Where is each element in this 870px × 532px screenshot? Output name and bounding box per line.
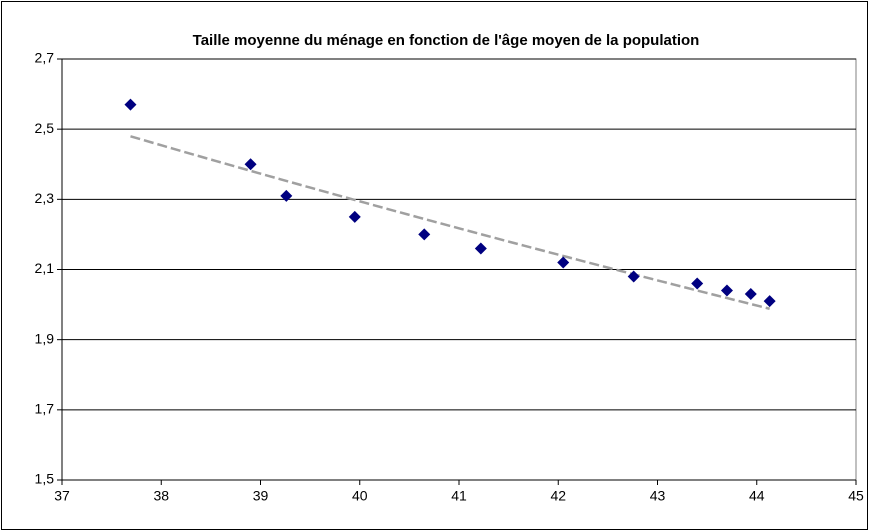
point [124,98,137,111]
point [691,277,704,290]
x-tick-label: 44 [749,488,765,504]
y-tick-label: 2,3 [35,190,55,206]
y-tick-label: 1,5 [35,471,55,487]
x-tick-label: 38 [153,488,169,504]
y-tick-label: 2,1 [35,260,55,276]
y-tick-label: 2,5 [35,120,55,136]
point [280,189,293,202]
x-tick-label: 43 [650,488,666,504]
point [557,256,570,269]
point [348,210,361,223]
point [627,270,640,283]
x-tick-label: 41 [451,488,467,504]
point [763,295,776,308]
y-tick-label: 2,7 [35,50,55,66]
point [418,228,431,241]
point [744,288,757,301]
point [474,242,487,255]
x-tick-label: 39 [253,488,269,504]
x-tick-label: 37 [54,488,70,504]
chart-title: Taille moyenne du ménage en fonction de … [193,32,700,49]
point [720,284,733,297]
trendline [130,135,770,310]
x-tick-label: 45 [848,488,864,504]
point [244,158,257,171]
y-tick-label: 1,9 [35,330,55,346]
y-tick-label: 1,7 [35,401,55,417]
x-tick-label: 40 [352,488,368,504]
x-tick-label: 42 [550,488,566,504]
